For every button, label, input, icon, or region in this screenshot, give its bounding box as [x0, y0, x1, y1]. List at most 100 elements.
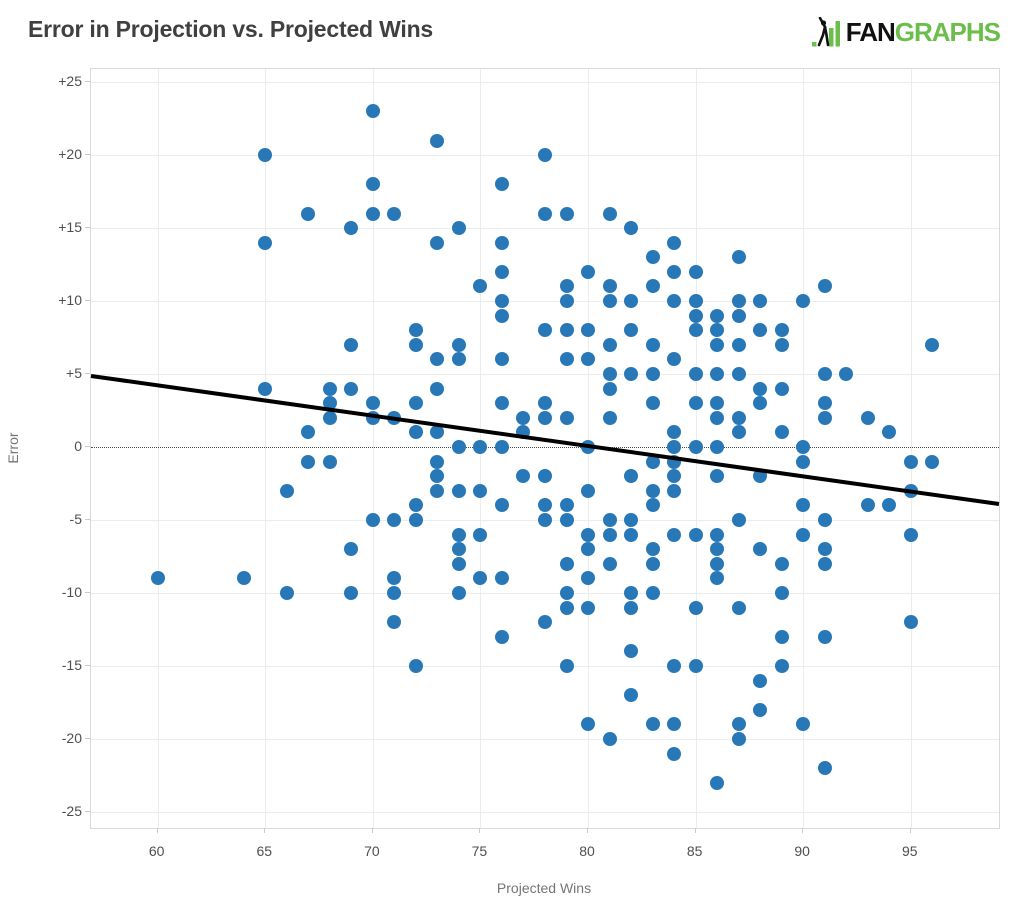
data-point[interactable] — [624, 644, 639, 659]
data-point[interactable] — [645, 717, 660, 732]
data-point[interactable] — [774, 586, 789, 600]
data-point[interactable] — [322, 454, 337, 469]
data-point[interactable] — [494, 396, 509, 411]
data-point[interactable] — [322, 410, 337, 425]
data-point[interactable] — [408, 498, 423, 513]
data-point[interactable] — [624, 221, 639, 236]
data-point[interactable] — [710, 323, 725, 338]
data-point[interactable] — [602, 206, 617, 221]
data-point[interactable] — [538, 323, 552, 338]
data-point[interactable] — [882, 498, 897, 513]
data-point[interactable] — [451, 337, 466, 352]
data-point[interactable] — [645, 396, 660, 411]
data-point[interactable] — [903, 454, 918, 469]
data-point[interactable] — [817, 761, 832, 776]
data-point[interactable] — [581, 483, 596, 498]
data-point[interactable] — [344, 586, 359, 600]
data-point[interactable] — [925, 337, 940, 352]
data-point[interactable] — [645, 454, 660, 469]
data-point[interactable] — [322, 381, 337, 396]
data-point[interactable] — [753, 396, 768, 411]
data-point[interactable] — [408, 425, 423, 440]
data-point[interactable] — [667, 658, 682, 673]
data-point[interactable] — [344, 221, 359, 236]
data-point[interactable] — [602, 513, 617, 528]
data-point[interactable] — [581, 352, 596, 367]
data-point[interactable] — [817, 279, 832, 294]
data-point[interactable] — [451, 527, 466, 542]
data-point[interactable] — [602, 410, 617, 425]
data-point[interactable] — [581, 527, 596, 542]
data-point[interactable] — [882, 425, 897, 440]
data-point[interactable] — [387, 615, 402, 630]
data-point[interactable] — [710, 469, 725, 484]
data-point[interactable] — [710, 396, 725, 411]
data-point[interactable] — [817, 410, 832, 425]
data-point[interactable] — [430, 352, 445, 367]
data-point[interactable] — [365, 513, 380, 528]
data-point[interactable] — [279, 586, 294, 600]
data-point[interactable] — [796, 440, 811, 455]
data-point[interactable] — [581, 571, 596, 586]
data-point[interactable] — [538, 148, 552, 163]
data-point[interactable] — [688, 294, 703, 309]
data-point[interactable] — [236, 571, 251, 586]
data-point[interactable] — [731, 410, 746, 425]
data-point[interactable] — [731, 308, 746, 323]
data-point[interactable] — [710, 410, 725, 425]
data-point[interactable] — [774, 323, 789, 338]
data-point[interactable] — [645, 337, 660, 352]
data-point[interactable] — [365, 104, 380, 119]
data-point[interactable] — [753, 673, 768, 688]
data-point[interactable] — [559, 600, 574, 615]
data-point[interactable] — [731, 367, 746, 382]
data-point[interactable] — [667, 294, 682, 309]
data-point[interactable] — [667, 469, 682, 484]
data-point[interactable] — [538, 206, 552, 221]
data-point[interactable] — [387, 206, 402, 221]
data-point[interactable] — [451, 221, 466, 236]
data-point[interactable] — [538, 410, 552, 425]
data-point[interactable] — [624, 513, 639, 528]
data-point[interactable] — [258, 148, 273, 163]
data-point[interactable] — [559, 352, 574, 367]
data-point[interactable] — [581, 717, 596, 732]
data-point[interactable] — [581, 542, 596, 557]
data-point[interactable] — [710, 308, 725, 323]
data-point[interactable] — [839, 367, 854, 382]
data-point[interactable] — [387, 513, 402, 528]
data-point[interactable] — [817, 629, 832, 644]
data-point[interactable] — [774, 658, 789, 673]
data-point[interactable] — [516, 410, 531, 425]
data-point[interactable] — [538, 469, 552, 484]
data-point[interactable] — [753, 702, 768, 717]
data-point[interactable] — [688, 527, 703, 542]
data-point[interactable] — [667, 264, 682, 279]
data-point[interactable] — [559, 513, 574, 528]
data-point[interactable] — [903, 527, 918, 542]
data-point[interactable] — [581, 323, 596, 338]
data-point[interactable] — [559, 279, 574, 294]
data-point[interactable] — [731, 337, 746, 352]
data-point[interactable] — [645, 279, 660, 294]
data-point[interactable] — [688, 600, 703, 615]
data-point[interactable] — [710, 571, 725, 586]
data-point[interactable] — [408, 513, 423, 528]
data-point[interactable] — [753, 294, 768, 309]
data-point[interactable] — [150, 571, 165, 586]
data-point[interactable] — [731, 513, 746, 528]
data-point[interactable] — [602, 367, 617, 382]
data-point[interactable] — [903, 615, 918, 630]
data-point[interactable] — [796, 294, 811, 309]
data-point[interactable] — [494, 629, 509, 644]
data-point[interactable] — [817, 542, 832, 557]
data-point[interactable] — [645, 586, 660, 600]
data-point[interactable] — [774, 556, 789, 571]
data-point[interactable] — [688, 658, 703, 673]
data-point[interactable] — [494, 440, 509, 455]
data-point[interactable] — [667, 352, 682, 367]
data-point[interactable] — [925, 454, 940, 469]
data-point[interactable] — [258, 381, 273, 396]
data-point[interactable] — [774, 337, 789, 352]
data-point[interactable] — [559, 586, 574, 600]
